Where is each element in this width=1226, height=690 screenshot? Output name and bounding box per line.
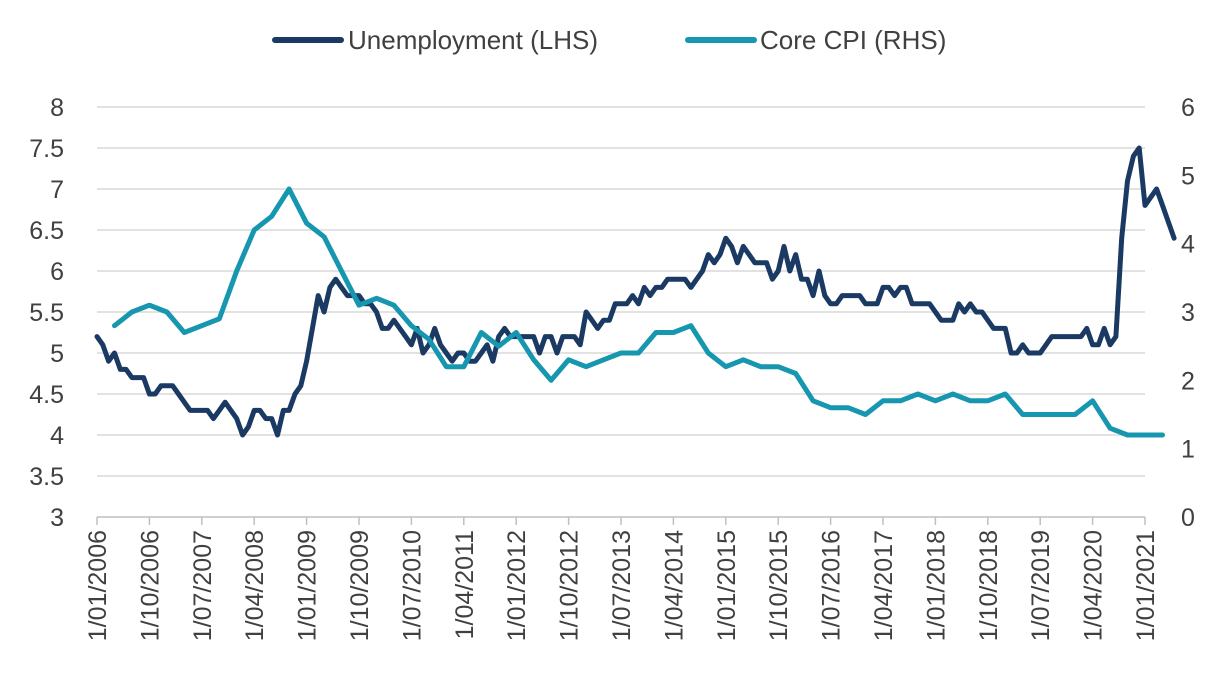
left-tick-label: 3	[50, 504, 64, 532]
x-tick-label: 1/04/2011	[451, 530, 479, 639]
x-tick-label: 1/04/2017	[870, 530, 898, 641]
left-tick-label: 6	[50, 258, 64, 286]
x-tick-label: 1/01/2015	[713, 530, 741, 641]
x-tick-label: 1/10/2015	[765, 530, 793, 641]
x-tick-label: 1/04/2014	[660, 530, 688, 641]
legend: Unemployment (LHS) Core CPI (RHS)	[272, 25, 946, 55]
right-tick-label: 6	[1181, 94, 1195, 122]
left-tick-label: 3.5	[29, 463, 64, 491]
x-axis-ticks: 1/01/2006 1/10/2006 1/07/2007 1/04/2008 1/01…	[84, 517, 1160, 641]
x-tick-label: 1/07/2019	[1027, 530, 1055, 641]
legend-label-0: Unemployment (LHS)	[348, 25, 598, 55]
x-tick-label: 1/01/2006	[84, 530, 112, 641]
gridlines	[97, 106, 1145, 477]
left-tick-label: 7.5	[29, 135, 64, 163]
left-tick-label: 6.5	[29, 217, 64, 245]
series-line-0	[94, 145, 1177, 438]
x-tick-label: 1/07/2013	[608, 530, 636, 641]
right-tick-label: 5	[1181, 162, 1195, 190]
right-axis-ticks: 0 1 2 3 4 5 6	[1181, 94, 1195, 532]
left-tick-label: 7	[50, 176, 64, 204]
series-lines	[94, 145, 1177, 438]
series-line-1	[112, 186, 1165, 438]
left-tick-label: 5	[50, 340, 64, 368]
left-tick-label: 4	[50, 422, 64, 450]
x-tick-label: 1/04/2020	[1080, 530, 1108, 641]
x-tick-label: 1/07/2010	[398, 530, 426, 641]
x-tick-label: 1/10/2018	[975, 530, 1003, 641]
right-tick-label: 1	[1181, 436, 1195, 464]
right-tick-label: 4	[1181, 231, 1195, 259]
legend-label-1: Core CPI (RHS)	[760, 25, 946, 55]
x-tick-label: 1/10/2009	[346, 530, 374, 641]
x-tick-label: 1/01/2018	[922, 530, 950, 641]
right-tick-label: 3	[1181, 299, 1195, 327]
x-tick-label: 1/04/2008	[241, 530, 269, 641]
right-tick-label: 2	[1181, 367, 1195, 395]
x-tick-label: 1/01/2012	[503, 530, 531, 641]
x-tick-label: 1/10/2012	[556, 530, 584, 641]
left-tick-label: 5.5	[29, 299, 64, 327]
x-tick-label: 1/01/2021	[1132, 530, 1160, 641]
x-tick-label: 1/07/2007	[189, 530, 217, 641]
x-tick-label: 1/01/2009	[294, 530, 322, 641]
x-tick-label: 1/10/2006	[136, 530, 164, 641]
left-tick-label: 4.5	[29, 381, 64, 409]
right-tick-label: 0	[1181, 504, 1195, 532]
x-tick-label: 1/07/2016	[818, 530, 846, 641]
left-tick-label: 8	[50, 94, 64, 122]
left-axis-ticks: 3 3.5 4 4.5 5 5.5 6 6.5 7 7.5 8	[29, 94, 64, 532]
